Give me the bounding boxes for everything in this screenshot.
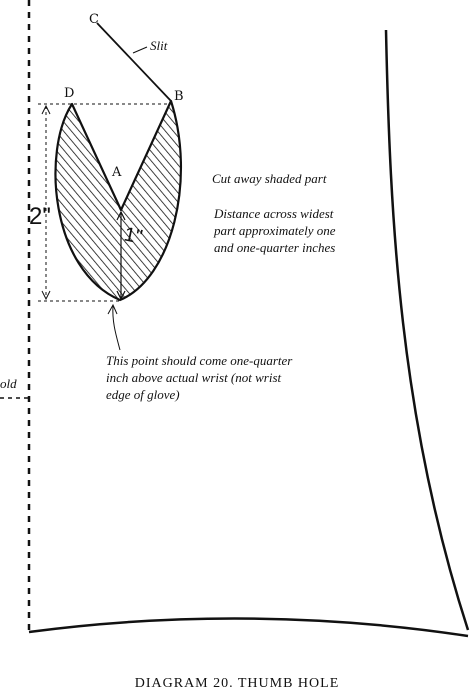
slit-line: [96, 22, 172, 102]
distance-note-line: part approximately one: [214, 223, 336, 238]
wrist-point-note-line: edge of glove): [106, 387, 180, 402]
height-dimension-label: 2": [29, 203, 51, 230]
glove-wrist-edge: [28, 617, 469, 638]
cut-away-note: Cut away shaded part: [212, 171, 327, 186]
height-dimension-arrow-top: [41, 104, 51, 115]
point-c-label: C: [89, 12, 99, 27]
thumb-hole-shaded-area: [54, 99, 182, 302]
wrist-point-note-line: inch above actual wrist (not wrist: [106, 370, 282, 385]
wrist-point-note: This point should come one-quarter inch …: [106, 352, 292, 403]
wrist-point-arrowhead: [107, 303, 118, 315]
wrist-point-note-line: This point should come one-quarter: [106, 353, 293, 368]
slit-leader: [132, 46, 148, 54]
glove-right-edge: [384, 29, 470, 631]
distance-note-line: and one-quarter inches: [214, 240, 336, 255]
inner-dimension-arrow-top: [116, 210, 126, 221]
slit-label: Slit: [150, 38, 168, 53]
distance-note-line: Distance across widest: [214, 206, 334, 221]
diagram-caption: DIAGRAM 20. THUMB HOLE: [134, 676, 340, 691]
wrist-point-arrow: [112, 305, 121, 351]
point-d-label: D: [64, 86, 75, 101]
point-a-label: A: [112, 165, 122, 180]
inner-dimension-arrow-bottom: [116, 290, 126, 301]
point-b-label: B: [174, 89, 184, 104]
height-dimension-arrow-bottom: [41, 290, 51, 301]
fold-label: old: [0, 376, 17, 391]
distance-note: Distance across widest part approximatel…: [214, 205, 336, 256]
